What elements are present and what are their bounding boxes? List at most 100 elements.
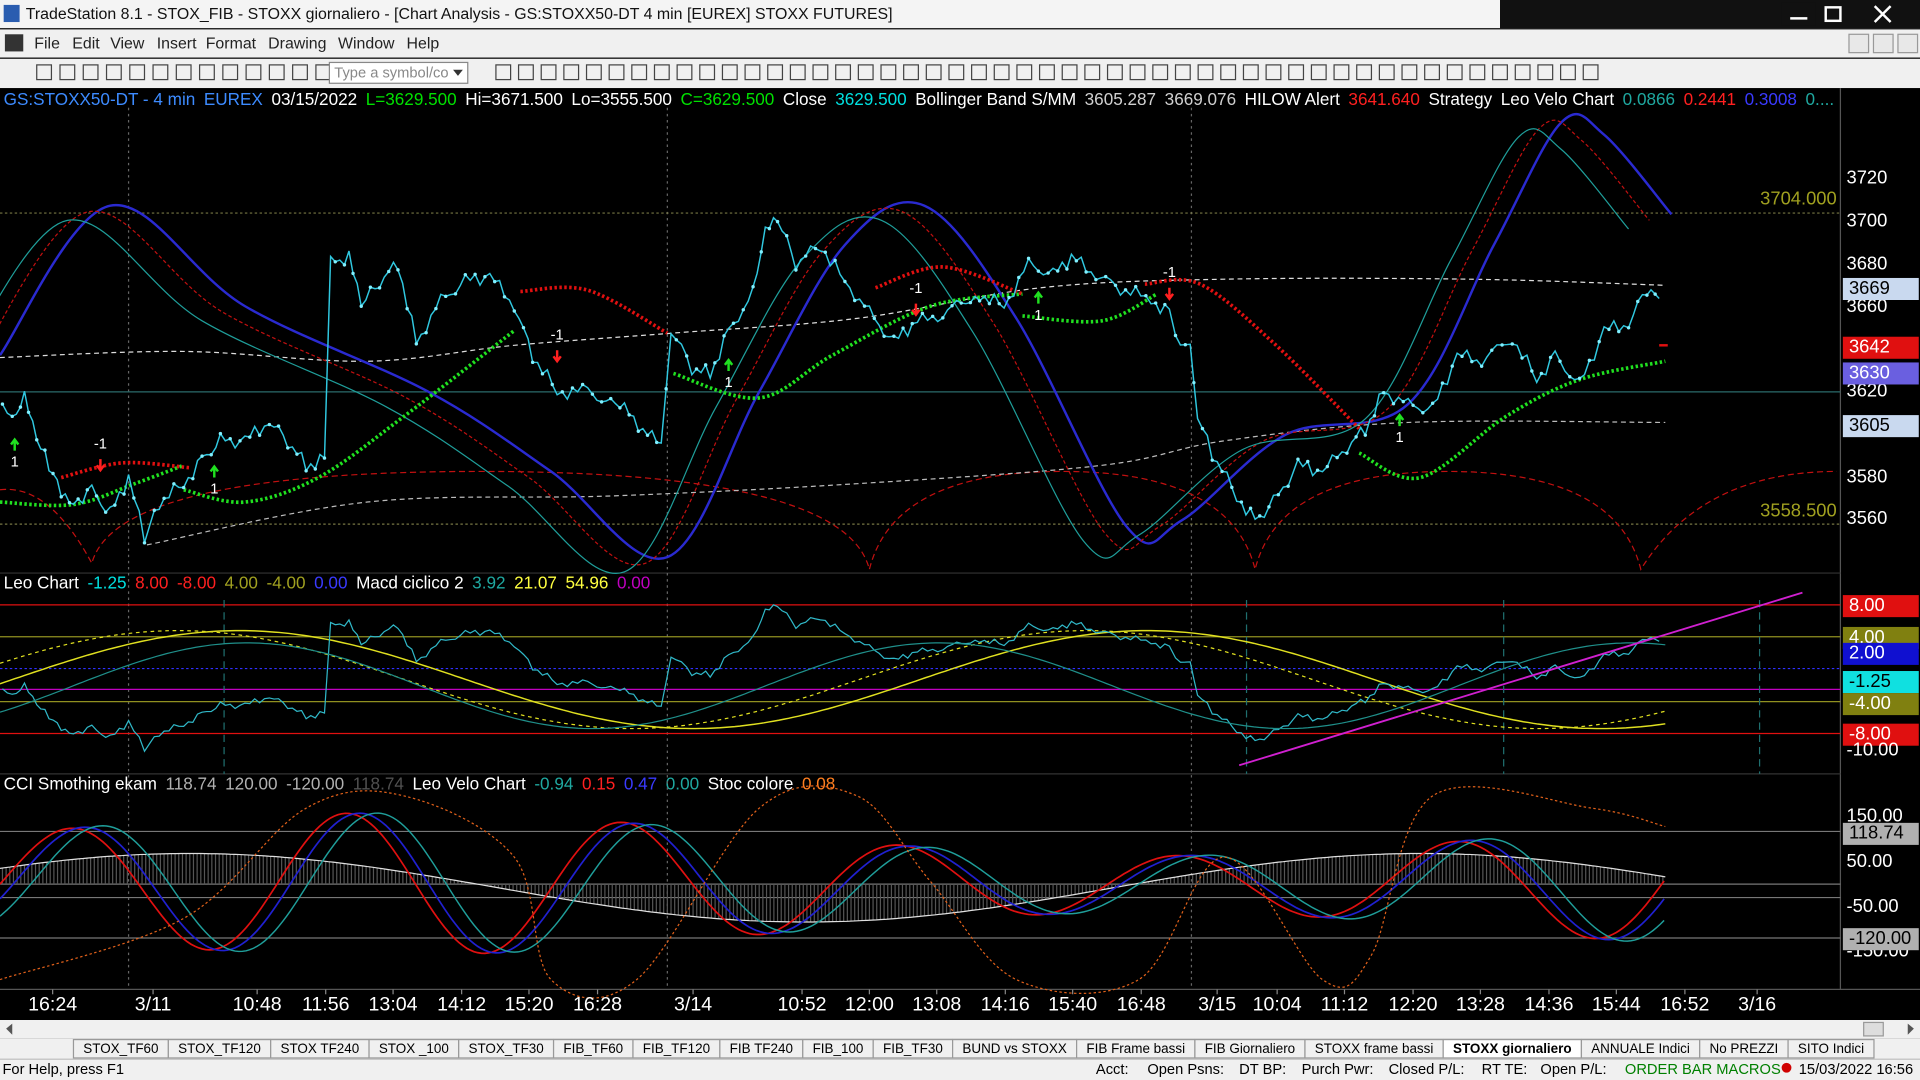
toolbar-button[interactable] xyxy=(971,64,987,81)
tab-label[interactable]: SITO Indici xyxy=(1798,1041,1864,1056)
tab-label[interactable]: No PREZZI xyxy=(1710,1041,1779,1056)
tab-label[interactable]: BUND vs STOXX xyxy=(962,1041,1066,1056)
tab-label[interactable]: STOXX frame bassi xyxy=(1315,1041,1434,1056)
tab-label[interactable]: STOXX giornaliero xyxy=(1453,1041,1572,1056)
toolbar-button[interactable] xyxy=(268,64,285,81)
mdi-min[interactable] xyxy=(1848,33,1870,54)
toolbar-button[interactable] xyxy=(152,64,169,81)
toolbar-button[interactable] xyxy=(1560,64,1576,81)
toolbar-button[interactable] xyxy=(1446,64,1463,81)
tab-label[interactable]: FIB Frame bassi xyxy=(1086,1041,1185,1056)
toolbar-button[interactable] xyxy=(129,64,146,81)
toolbar-button[interactable] xyxy=(292,64,308,81)
toolbar-button[interactable] xyxy=(1537,64,1554,81)
toolbar-button[interactable] xyxy=(1174,64,1191,81)
toolbar-button[interactable] xyxy=(198,64,215,81)
toolbar-button[interactable] xyxy=(925,64,942,81)
toolbar-button[interactable] xyxy=(812,64,829,81)
tab-label[interactable]: FIB_TF60 xyxy=(563,1041,623,1056)
toolbar-button[interactable] xyxy=(1333,64,1350,81)
toolbar-button[interactable] xyxy=(767,64,784,81)
mdi-controls[interactable] xyxy=(1848,33,1919,54)
tab-label[interactable]: FIB Giornaliero xyxy=(1205,1041,1295,1056)
toolbar-button[interactable] xyxy=(993,64,1010,81)
tab-label[interactable]: FIB TF240 xyxy=(730,1041,793,1056)
toolbar-button[interactable] xyxy=(585,64,602,81)
toolbar-button[interactable] xyxy=(1106,64,1123,81)
toolbar-button[interactable] xyxy=(631,64,648,81)
toolbar-button[interactable] xyxy=(1514,64,1531,81)
toolbar-button[interactable] xyxy=(789,64,806,81)
toolbar-button[interactable] xyxy=(744,64,761,81)
toolbar-button[interactable] xyxy=(1129,64,1146,81)
toolbar-button[interactable] xyxy=(1469,64,1486,81)
toolbar-button[interactable] xyxy=(1288,64,1305,81)
scroll-left[interactable] xyxy=(6,1023,13,1035)
tab-label[interactable]: STOX TF240 xyxy=(280,1041,359,1056)
tab-label[interactable]: STOX _100 xyxy=(379,1041,449,1056)
toolbar-button[interactable] xyxy=(1401,64,1418,81)
menu-item[interactable]: Insert xyxy=(157,35,197,52)
tab-label[interactable]: STOX_TF60 xyxy=(83,1041,158,1056)
toolbar-button[interactable] xyxy=(222,64,239,81)
tab-label[interactable]: FIB_100 xyxy=(813,1041,864,1056)
menu-item[interactable]: File xyxy=(34,35,60,52)
menu-item[interactable]: Help xyxy=(407,35,440,52)
toolbar-button[interactable] xyxy=(1152,64,1169,81)
toolbar-button[interactable] xyxy=(1220,64,1237,81)
toolbar-button[interactable] xyxy=(563,64,580,81)
scroll-right[interactable] xyxy=(1907,1023,1914,1035)
menu-item[interactable]: Window xyxy=(338,35,395,52)
toolbar-button[interactable] xyxy=(517,64,534,81)
scroll-bar[interactable] xyxy=(0,1020,1920,1039)
toolbar-button[interactable] xyxy=(857,64,874,81)
toolbar-button[interactable] xyxy=(608,64,625,81)
toolbar-button[interactable] xyxy=(1038,64,1055,81)
menu-item[interactable]: View xyxy=(110,35,145,52)
toolbar-button[interactable] xyxy=(105,64,122,81)
toolbar-button[interactable] xyxy=(903,64,919,81)
toolbar-button[interactable] xyxy=(1016,64,1033,81)
scroll-thumb[interactable] xyxy=(1863,1021,1884,1037)
toolbar-button[interactable] xyxy=(36,64,53,81)
close-button[interactable] xyxy=(1873,5,1892,23)
tab-label[interactable]: FIB_TF30 xyxy=(883,1041,943,1056)
tab-label[interactable]: ANNUALE Indici xyxy=(1591,1041,1690,1056)
tab-label[interactable]: STOX_TF30 xyxy=(468,1041,543,1056)
toolbar-button[interactable] xyxy=(835,64,852,81)
minimize-button[interactable] xyxy=(1781,2,1816,26)
toolbar-button[interactable] xyxy=(1356,64,1373,81)
toolbar-button[interactable] xyxy=(721,64,738,81)
maximize-button[interactable] xyxy=(1824,6,1842,23)
toolbar-button[interactable] xyxy=(880,64,897,81)
toolbar-button[interactable] xyxy=(1265,64,1282,81)
toolbar-button[interactable] xyxy=(175,64,192,81)
tab[interactable] xyxy=(1787,1038,1875,1059)
toolbar-button[interactable] xyxy=(82,64,99,81)
toolbar-button[interactable] xyxy=(245,64,262,81)
toolbar-button[interactable] xyxy=(1582,64,1599,81)
symbol-box[interactable] xyxy=(328,61,469,84)
menu-item[interactable]: Drawing xyxy=(268,35,326,52)
toolbar-button[interactable] xyxy=(495,64,512,81)
window-controls[interactable] xyxy=(1781,2,1892,26)
toolbar-button[interactable] xyxy=(676,64,693,81)
toolbar-button[interactable] xyxy=(1310,64,1327,81)
toolbar-button[interactable] xyxy=(1084,64,1101,81)
toolbar-button[interactable] xyxy=(1242,64,1259,81)
mdi-restore[interactable] xyxy=(1872,33,1894,54)
mdi-close[interactable] xyxy=(1897,33,1919,54)
toolbar-button[interactable] xyxy=(540,64,557,81)
toolbar-button[interactable] xyxy=(1424,64,1441,81)
tab-label[interactable]: FIB_TF120 xyxy=(643,1041,710,1056)
toolbar-button[interactable] xyxy=(1061,64,1078,81)
toolbar-button[interactable] xyxy=(948,64,965,81)
toolbar-button[interactable] xyxy=(699,64,716,81)
menu-item[interactable]: Format xyxy=(206,35,257,52)
toolbar-button[interactable] xyxy=(1197,64,1214,81)
tab-label[interactable]: STOX_TF120 xyxy=(178,1041,261,1056)
menu-item[interactable]: Edit xyxy=(72,35,100,52)
toolbar-button[interactable] xyxy=(653,64,670,81)
toolbar-button[interactable] xyxy=(1492,64,1508,81)
toolbar-button[interactable] xyxy=(59,64,76,81)
